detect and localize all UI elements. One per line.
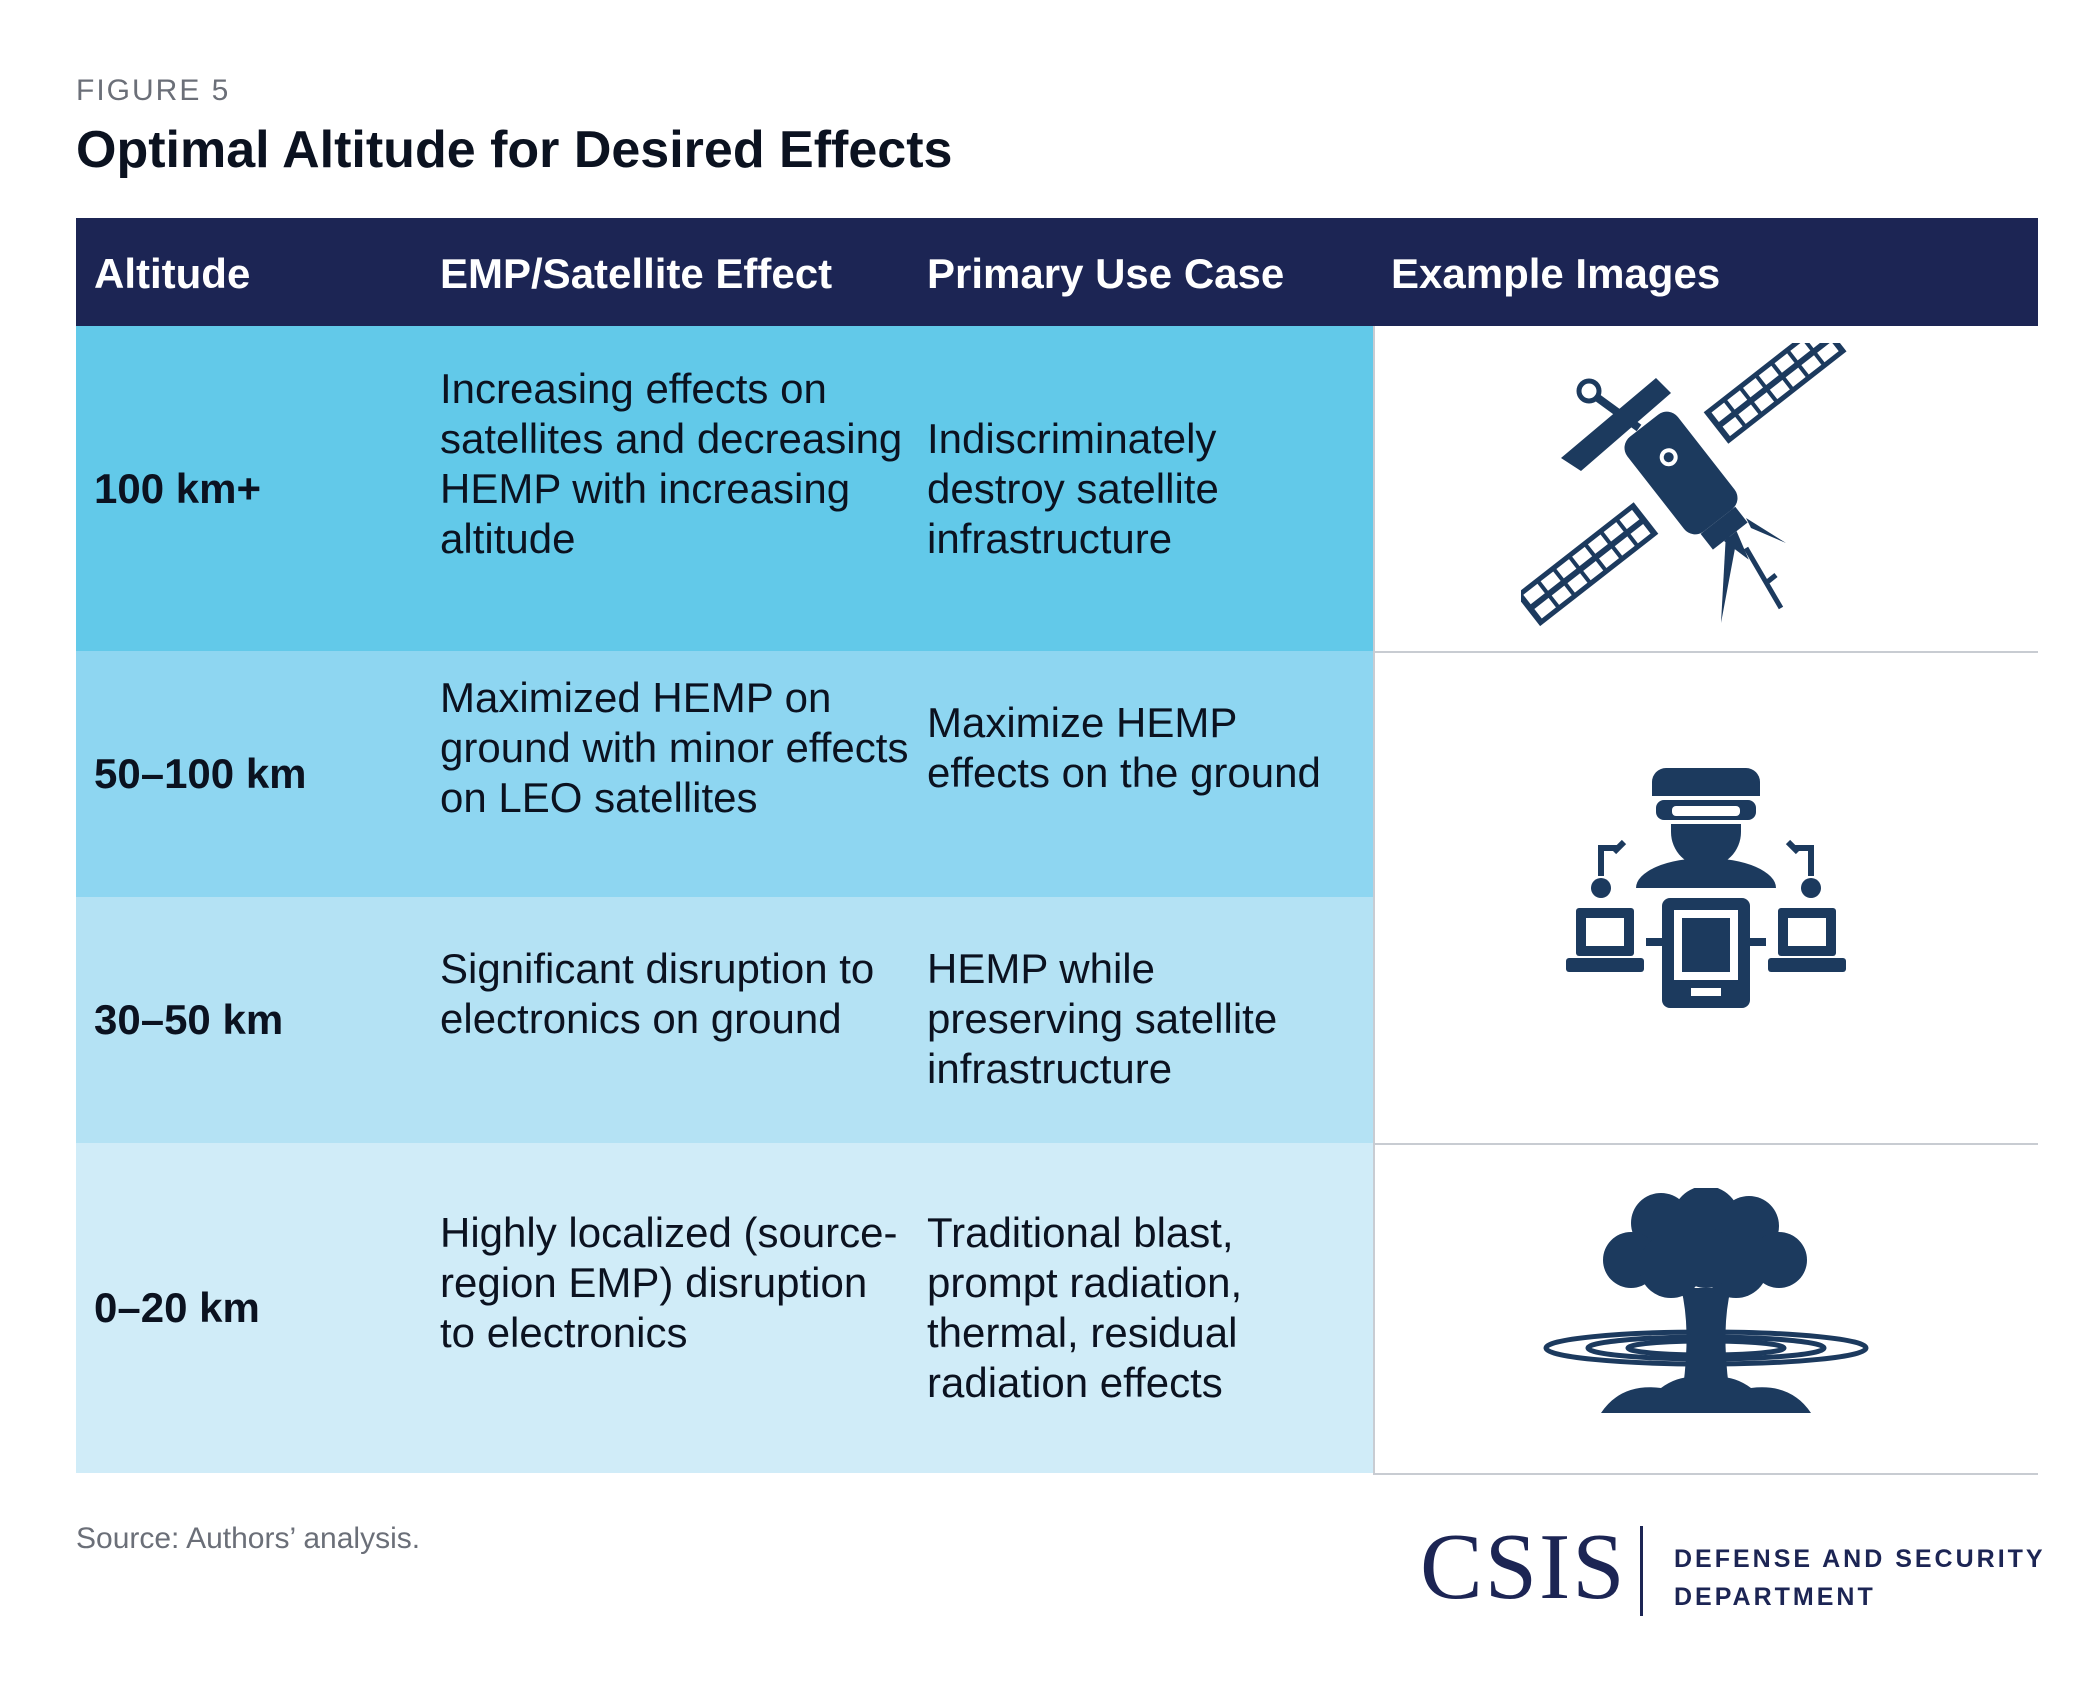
altitude-cell: 50–100 km xyxy=(94,750,307,797)
use-case-cell: HEMP while preserving satellite infrastr… xyxy=(927,945,1278,1092)
department-name: DEFENSE AND SECURITY DEPARTMENT xyxy=(1674,1540,2046,1616)
operator-computers-icon xyxy=(1566,758,1846,1028)
table-row: 0–20 km Highly localized (source-region … xyxy=(76,1143,1373,1473)
use-case-cell: Maximize HEMP effects on the ground xyxy=(927,699,1321,796)
mushroom-cloud-icon xyxy=(1541,1188,1871,1428)
altitude-table: Altitude EMP/Satellite Effect Primary Us… xyxy=(76,218,2040,1475)
csis-logo: CSIS xyxy=(1420,1515,1627,1619)
effect-cell: Maximized HEMP on ground with minor effe… xyxy=(440,674,909,821)
column-header-images: Example Images xyxy=(1391,250,1721,297)
altitude-cell: 100 km+ xyxy=(94,465,261,512)
row-divider xyxy=(1373,1473,2038,1475)
source-note: Source: Authors’ analysis. xyxy=(76,1522,421,1555)
satellite-icon xyxy=(1521,343,1871,643)
table-header: Altitude EMP/Satellite Effect Primary Us… xyxy=(76,218,2038,326)
effect-cell: Highly localized (source-region EMP) dis… xyxy=(440,1209,898,1356)
figure-label: FIGURE 5 xyxy=(76,74,231,107)
column-header-altitude: Altitude xyxy=(94,250,251,297)
table-row: 50–100 km Maximized HEMP on ground with … xyxy=(76,651,1373,897)
table-row: 100 km+ Increasing effects on satellites… xyxy=(76,326,1373,651)
department-line-1: DEFENSE AND SECURITY xyxy=(1674,1545,2046,1573)
table-row: 30–50 km Significant disruption to elect… xyxy=(76,897,1373,1143)
department-line-2: DEPARTMENT xyxy=(1674,1583,1876,1611)
effect-cell: Increasing effects on satellites and dec… xyxy=(440,365,903,562)
effect-cell: Significant disruption to electronics on… xyxy=(440,945,875,1042)
figure-title: Optimal Altitude for Desired Effects xyxy=(76,121,953,179)
use-case-cell: Indiscriminately destroy satellite infra… xyxy=(927,415,1219,562)
logo-divider xyxy=(1640,1526,1643,1616)
row-divider xyxy=(1373,651,2038,653)
row-divider xyxy=(1373,1143,2038,1145)
altitude-cell: 0–20 km xyxy=(94,1284,260,1331)
altitude-cell: 30–50 km xyxy=(94,996,284,1043)
column-header-use-case: Primary Use Case xyxy=(927,250,1285,297)
column-header-effect: EMP/Satellite Effect xyxy=(440,250,833,297)
use-case-cell: Traditional blast, prompt radiation, the… xyxy=(927,1209,1243,1406)
